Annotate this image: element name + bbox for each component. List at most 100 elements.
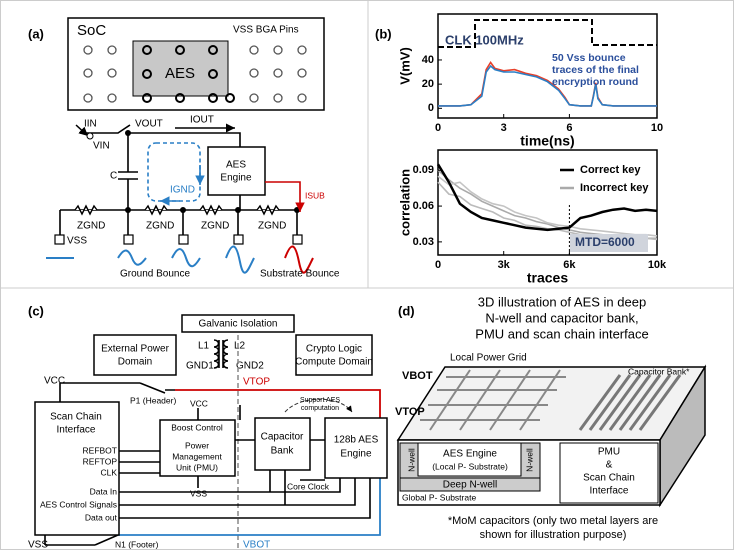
vss: VSS: [67, 236, 87, 247]
l2: L2: [234, 341, 246, 352]
annotation: MTD=6000: [575, 235, 635, 249]
plot-frame: [437, 13, 658, 119]
x-axis-label: time(ns): [520, 133, 574, 149]
deep-nwell: Deep N-well: [443, 480, 497, 491]
y-tick-label: 40: [422, 54, 434, 66]
pmu: &: [606, 460, 613, 471]
external: External Power: [101, 344, 169, 355]
boost: Boost Control: [171, 422, 223, 432]
data-out: Data out: [85, 512, 118, 522]
scan: Scan Chain: [50, 412, 102, 423]
series-line: [438, 64, 657, 107]
vcc2: VCC: [190, 398, 208, 408]
p1: P1 (Header): [130, 395, 176, 405]
annotation: CLK 100MHz: [445, 32, 524, 47]
title: 3D illustration of AES in deep: [478, 294, 646, 309]
panel-c: (c) Galvanic Isolation L1 L2 GND1 GND2 E…: [28, 303, 388, 550]
gnd2: GND2: [236, 361, 264, 372]
x-tick-label: 6k: [563, 259, 576, 271]
capacitor-fingers: [578, 374, 682, 431]
y-tick-label: 0.09: [413, 164, 434, 176]
reftop: REFTOP: [83, 456, 118, 466]
engine-label: Engine: [220, 173, 252, 184]
x-tick-label: 3k: [498, 259, 511, 271]
footnote: shown for illustration purpose): [480, 529, 627, 541]
aes-block: [132, 40, 229, 97]
y-tick-label: 0.06: [413, 200, 434, 212]
plot-frame: [437, 149, 658, 256]
x-tick-label: 6: [566, 122, 572, 134]
vss2: VSS: [190, 488, 207, 498]
capbank: Capacitor Bank*: [628, 366, 690, 376]
pmu: Unit (PMU): [176, 462, 218, 472]
panel-d: (d) 3D illustration of AES in deep N-wel…: [395, 294, 707, 541]
vss: VSS: [28, 540, 48, 550]
clock-waveform: [438, 19, 657, 48]
external: Domain: [118, 357, 152, 368]
ground-bounce: Ground Bounce: [120, 269, 190, 280]
y-axis-label: V(mV): [397, 47, 412, 85]
panel-a: (a) SoC VSS BGA Pins AES: [28, 17, 340, 280]
capbank: Capacitor: [261, 432, 304, 443]
pmu: Power: [185, 440, 209, 450]
vout: VOUT: [135, 119, 163, 130]
y-tick-label: 0: [428, 102, 434, 114]
panel-label: (b): [375, 26, 392, 41]
clk: CLK: [100, 467, 117, 477]
global-substrate: Global P- Substrate: [402, 492, 476, 502]
engine: Engine: [340, 449, 372, 460]
title: PMU and scan chain interface: [475, 326, 648, 341]
engine-label: AES: [226, 160, 246, 171]
circuit: [46, 123, 314, 274]
panel-label: (c): [28, 303, 44, 318]
y-tick-label: 20: [422, 78, 434, 90]
vin: VIN: [93, 141, 110, 152]
crypto: Crypto Logic: [306, 344, 362, 355]
vcc: VCC: [44, 376, 65, 387]
l1: L1: [198, 341, 210, 352]
x-tick-label: 10k: [648, 259, 667, 271]
zgnd: ZGND: [77, 221, 105, 232]
core-clock: Core Clock: [287, 481, 330, 491]
legend-label: Incorrect key: [580, 182, 649, 194]
title: N-well and capacitor bank,: [485, 310, 638, 325]
grid-label: Local Power Grid: [450, 353, 527, 364]
isub: ISUB: [305, 190, 325, 200]
nwell: N-well: [524, 448, 534, 472]
x-axis-label: traces: [527, 270, 568, 286]
panel-label: (a): [28, 26, 44, 41]
ignd: IGND: [170, 185, 195, 196]
substrate-bounce: Substrate Bounce: [260, 269, 340, 280]
scan: Interface: [57, 425, 96, 436]
support: Support AES: [300, 397, 340, 404]
x-tick-label: 3: [501, 122, 507, 134]
crypto: Compute Domain: [295, 357, 373, 368]
engine: AES Engine: [443, 449, 497, 460]
legend-bg: [558, 180, 653, 196]
data-in: Data In: [90, 486, 118, 496]
engine: 128b AES: [334, 435, 379, 446]
gnd1: GND1: [186, 361, 214, 372]
legend-bg: [558, 162, 653, 178]
zgnd: ZGND: [201, 221, 229, 232]
y-tick-label: 0.03: [413, 236, 434, 248]
iout: IOUT: [190, 115, 214, 126]
aes-label: AES: [165, 65, 195, 82]
pmu: Scan Chain: [583, 473, 635, 484]
annotation: 50 Vss bounce: [552, 52, 626, 64]
x-tick-label: 0: [435, 259, 441, 271]
vtop: VTOP: [243, 377, 270, 388]
annotation: encryption round: [552, 76, 638, 88]
zgnd: ZGND: [146, 221, 174, 232]
series-line: [436, 163, 658, 232]
refbot: REFBOT: [83, 445, 117, 455]
support: computation: [301, 405, 339, 412]
pmu: Interface: [590, 486, 629, 497]
footnote: *MoM capacitors (only two metal layers a…: [448, 515, 658, 527]
vtop: VTOP: [395, 406, 425, 418]
n1: N1 (Footer): [115, 539, 159, 549]
panel-b: (b): [375, 19, 657, 48]
pmu: Management: [172, 451, 222, 461]
x-tick-label: 10: [651, 122, 663, 134]
